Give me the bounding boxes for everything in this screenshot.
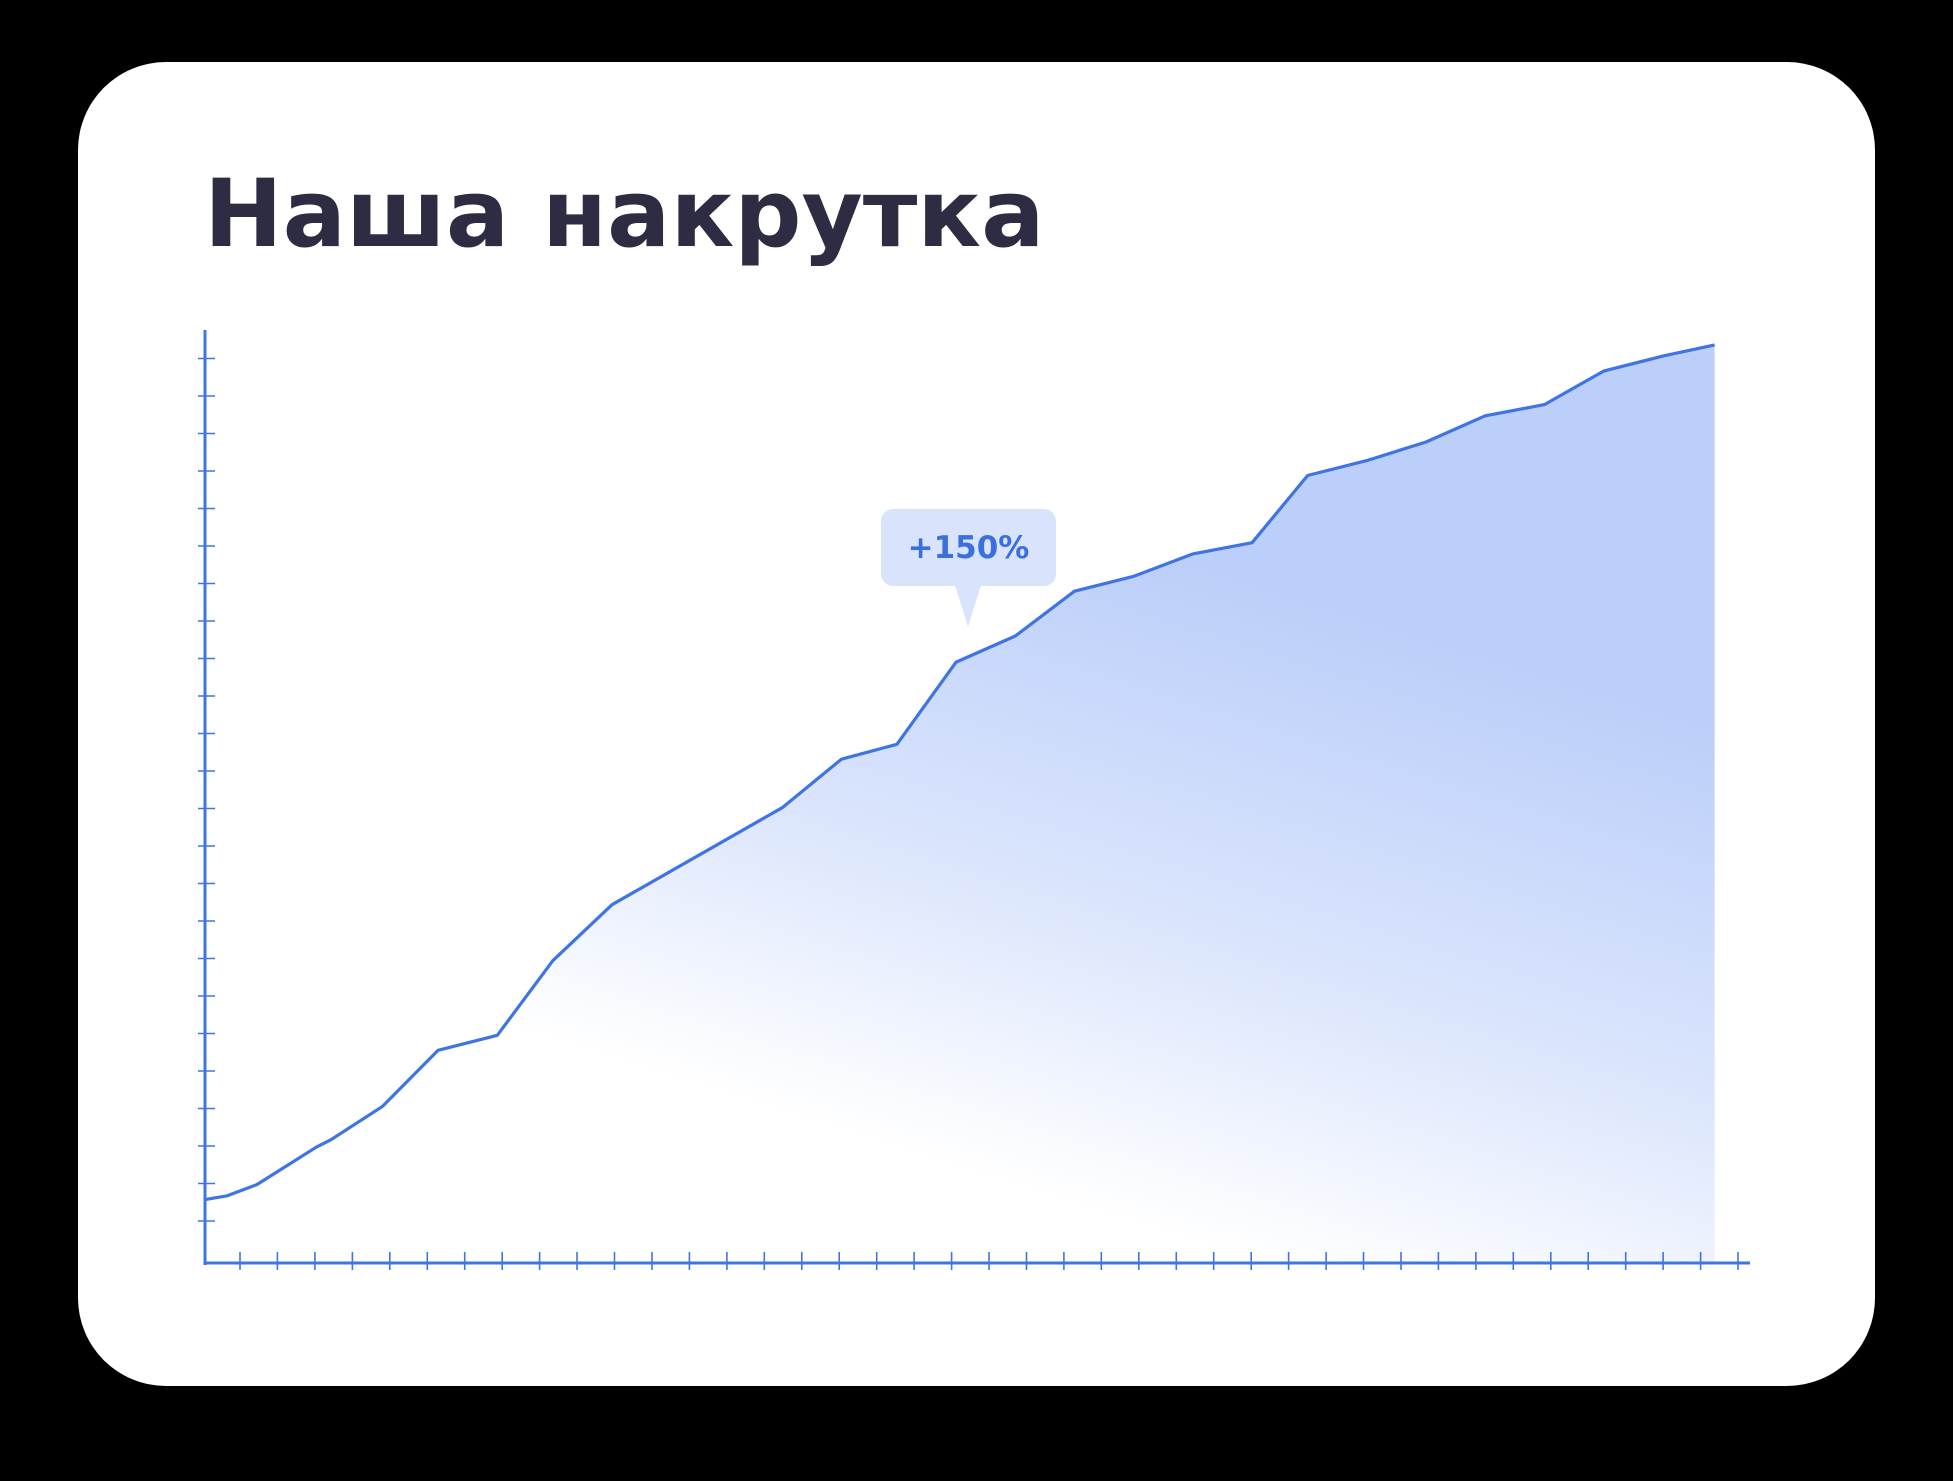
x-axis-ticks <box>239 1252 1739 1270</box>
y-axis-ticks <box>198 357 215 1222</box>
callout-label: +150% <box>907 529 1030 566</box>
value-callout: +150% <box>881 509 1056 586</box>
area-fill <box>205 344 1715 1263</box>
chart-title: Наша накрутка <box>204 160 1045 269</box>
callout-pointer <box>955 585 981 627</box>
series-line <box>204 343 1715 1202</box>
